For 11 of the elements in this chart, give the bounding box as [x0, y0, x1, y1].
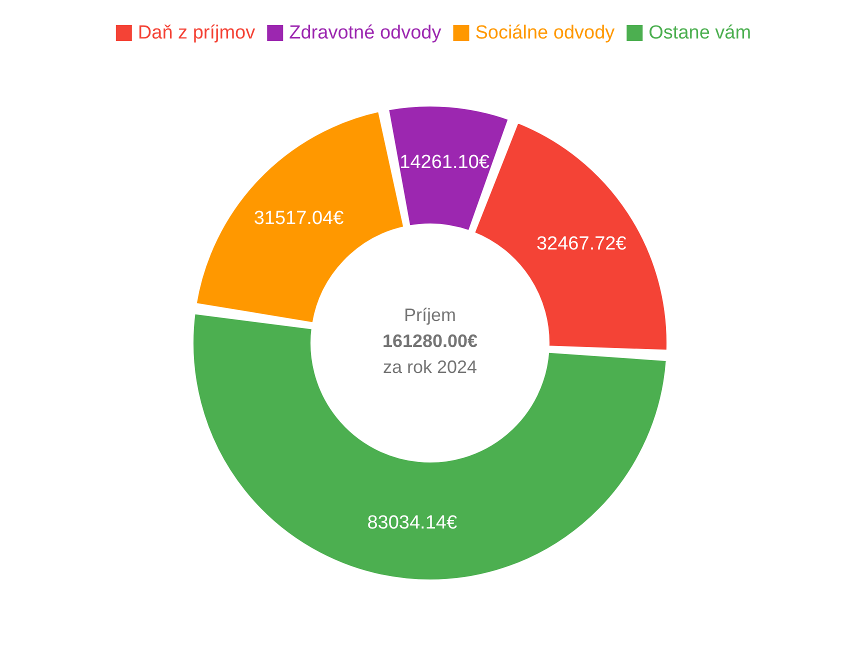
text: 161280.00€: [382, 331, 478, 351]
legend-label: Ostane vám: [648, 22, 752, 44]
data-label: 14261.10€: [400, 152, 490, 174]
data-label: 83034.14€: [367, 512, 458, 534]
data-label: 32467.72€: [536, 233, 627, 254]
legend-label: Zdravotné odvody: [289, 22, 442, 44]
text: Príjem: [404, 305, 456, 325]
text: za rok 2024: [382, 357, 478, 377]
data-label: 31517.04€: [254, 208, 344, 229]
legend-label: Daň z príjmov: [138, 22, 256, 44]
legend-label: Sociálne odvody: [475, 22, 616, 44]
